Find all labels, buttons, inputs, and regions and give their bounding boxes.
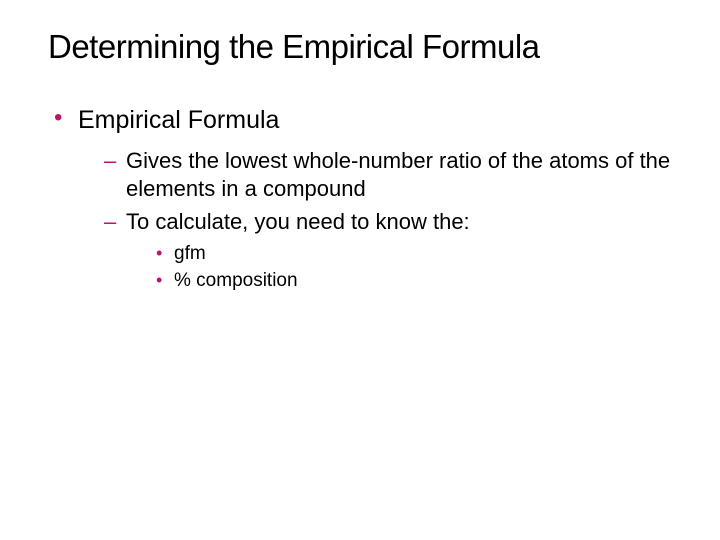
list-item: % composition [156,269,672,294]
slide: Determining the Empirical Formula Empiri… [0,0,720,540]
level3-text: % composition [174,270,298,291]
bullet-list-level3: gfm % composition [126,242,672,293]
list-item: Gives the lowest whole-number ratio of t… [104,147,672,204]
bullet-list-level1: Empirical Formula Gives the lowest whole… [48,104,672,294]
list-item: Empirical Formula Gives the lowest whole… [54,104,672,294]
list-item: gfm [156,242,672,267]
level1-text: Empirical Formula [78,106,279,134]
slide-title: Determining the Empirical Formula [48,28,672,66]
level3-text: gfm [174,243,206,264]
bullet-list-level2: Gives the lowest whole-number ratio of t… [78,147,672,294]
list-item: To calculate, you need to know the: gfm … [104,208,672,294]
level2-text: Gives the lowest whole-number ratio of t… [126,148,670,202]
level2-text: To calculate, you need to know the: [126,209,470,234]
